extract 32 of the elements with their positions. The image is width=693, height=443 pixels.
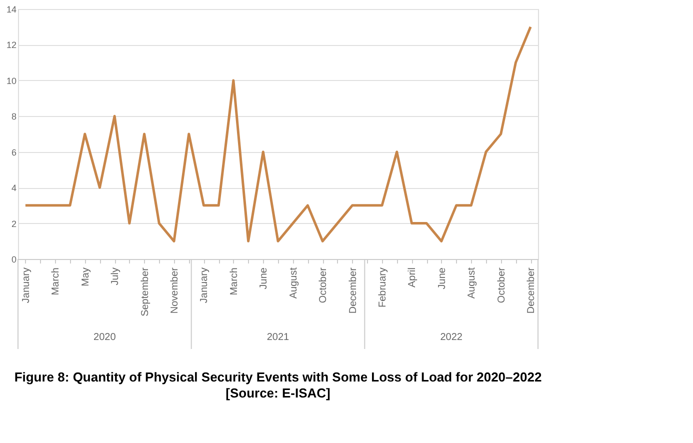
y-tick-label: 6: [11, 147, 16, 158]
y-tick-label: 4: [11, 183, 16, 194]
x-tick-label: October: [318, 266, 330, 304]
x-tick-label: June: [258, 267, 270, 290]
x-tick-label: March: [228, 268, 240, 296]
y-tick-label: 8: [11, 112, 16, 122]
line-series: [24, 26, 532, 242]
x-tick-label: July: [110, 268, 122, 286]
x-tick-label: March: [50, 268, 62, 296]
x-tick-label: August: [466, 267, 478, 299]
text: Figure 8: Quantity of Physical Security Events with Some Loss of Load for 2020–2022: [14, 370, 542, 384]
x-tick-label: January: [20, 268, 32, 304]
y-tick-label: 14: [6, 4, 16, 14]
y-tick-label: 10: [6, 76, 16, 86]
x-tick-label: April: [407, 268, 418, 288]
x-tick-label: November: [170, 266, 180, 314]
x-tick-label: December: [526, 266, 538, 314]
text: 2020: [94, 332, 116, 343]
x-tick-label: October: [496, 266, 508, 304]
x-tick-label: January: [199, 268, 210, 304]
y-tick-label: 2: [11, 218, 16, 229]
y-tick-label: 0: [11, 254, 16, 264]
x-tick-label: December: [348, 266, 359, 314]
x-tick-label: September: [140, 266, 151, 316]
text: 2022: [440, 332, 463, 343]
x-tick-label: August: [288, 267, 300, 299]
x-tick-label: February: [378, 268, 388, 308]
x-tick-label: June: [436, 267, 448, 290]
x-tick-label: May: [80, 268, 92, 286]
y-tick-label: 12: [6, 40, 16, 50]
text: [Source: E-ISAC]: [226, 386, 330, 400]
text: 2021: [266, 332, 290, 343]
